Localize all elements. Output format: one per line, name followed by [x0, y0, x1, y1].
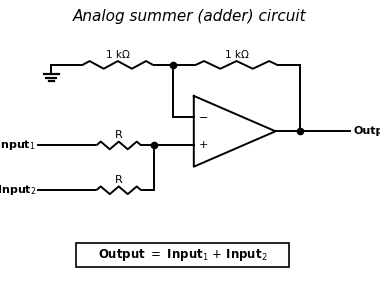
FancyBboxPatch shape	[76, 243, 289, 267]
Text: 1 kΩ: 1 kΩ	[106, 50, 130, 60]
Text: R: R	[115, 175, 123, 185]
Text: Output: Output	[353, 126, 380, 136]
Text: Input$_1$: Input$_1$	[0, 138, 36, 153]
Text: +: +	[199, 140, 208, 150]
Text: R: R	[115, 130, 123, 140]
Text: 1 kΩ: 1 kΩ	[225, 50, 249, 60]
Text: −: −	[199, 113, 208, 123]
Text: Output $=$ Input$_1$ $+$ Input$_2$: Output $=$ Input$_1$ $+$ Input$_2$	[98, 247, 267, 263]
Text: Input$_2$: Input$_2$	[0, 183, 36, 197]
Text: Analog summer (adder) circuit: Analog summer (adder) circuit	[73, 9, 307, 24]
